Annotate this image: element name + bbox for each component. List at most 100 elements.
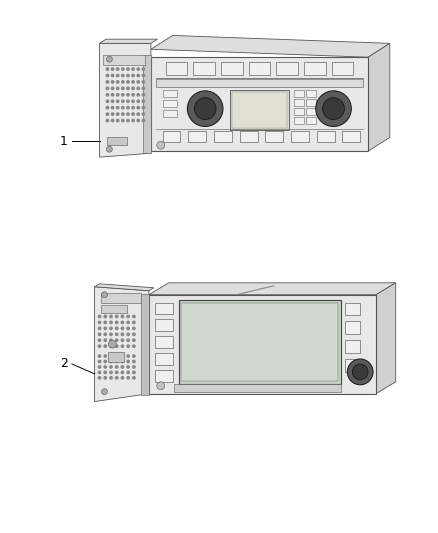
Circle shape [99, 355, 101, 357]
Circle shape [106, 81, 109, 83]
Circle shape [142, 107, 145, 109]
Circle shape [121, 333, 124, 335]
Circle shape [323, 98, 344, 119]
Circle shape [142, 87, 145, 90]
Bar [306, 90, 316, 97]
Bar [181, 303, 339, 381]
Bar [163, 132, 180, 142]
Circle shape [137, 100, 139, 102]
Bar [265, 132, 283, 142]
Circle shape [121, 371, 124, 374]
Circle shape [116, 366, 118, 368]
Text: 2: 2 [60, 358, 68, 370]
Text: 1: 1 [60, 135, 68, 148]
Circle shape [133, 366, 135, 368]
Circle shape [137, 87, 139, 90]
Circle shape [133, 339, 135, 342]
Circle shape [127, 333, 129, 335]
Circle shape [102, 389, 107, 394]
Circle shape [99, 316, 101, 318]
Circle shape [122, 74, 124, 77]
Bar [306, 117, 316, 124]
Circle shape [116, 321, 118, 324]
Circle shape [133, 377, 135, 379]
Circle shape [122, 87, 124, 90]
Bar [193, 62, 215, 75]
Circle shape [106, 113, 109, 115]
Polygon shape [99, 43, 151, 157]
Bar [346, 340, 360, 353]
Circle shape [133, 360, 135, 362]
Circle shape [187, 91, 223, 126]
Bar [101, 293, 141, 303]
Circle shape [117, 113, 119, 115]
Bar [240, 132, 258, 142]
Circle shape [110, 371, 112, 374]
Bar [221, 62, 243, 75]
Circle shape [132, 119, 134, 122]
Bar [107, 138, 127, 146]
Bar [103, 55, 145, 65]
Circle shape [104, 366, 106, 368]
Circle shape [116, 371, 118, 374]
Circle shape [106, 87, 109, 90]
Bar [294, 117, 304, 124]
Circle shape [122, 107, 124, 109]
Circle shape [127, 81, 129, 83]
Circle shape [121, 345, 124, 348]
Bar [346, 321, 360, 334]
Circle shape [111, 81, 114, 83]
Circle shape [347, 359, 373, 385]
Circle shape [104, 316, 106, 318]
Circle shape [104, 371, 106, 374]
Circle shape [104, 345, 106, 348]
Circle shape [121, 366, 124, 368]
Circle shape [132, 74, 134, 77]
Bar [143, 55, 151, 153]
Circle shape [106, 107, 109, 109]
Polygon shape [149, 283, 396, 295]
Circle shape [104, 360, 106, 362]
Bar [317, 132, 335, 142]
Circle shape [110, 377, 112, 379]
Polygon shape [376, 283, 396, 394]
Circle shape [117, 74, 119, 77]
Circle shape [142, 74, 145, 77]
Circle shape [122, 68, 124, 70]
Circle shape [117, 87, 119, 90]
Circle shape [121, 316, 124, 318]
Circle shape [110, 355, 112, 357]
Circle shape [116, 355, 118, 357]
Bar [163, 110, 177, 117]
Circle shape [127, 360, 129, 362]
Circle shape [110, 316, 112, 318]
Circle shape [132, 87, 134, 90]
Bar [156, 79, 363, 87]
Circle shape [132, 81, 134, 83]
Circle shape [157, 382, 165, 390]
Circle shape [133, 333, 135, 335]
Circle shape [116, 339, 118, 342]
Circle shape [127, 345, 129, 348]
Circle shape [111, 74, 114, 77]
Circle shape [122, 81, 124, 83]
Circle shape [110, 339, 112, 342]
Circle shape [133, 316, 135, 318]
Bar [188, 132, 206, 142]
Circle shape [111, 100, 114, 102]
Bar [166, 62, 187, 75]
Circle shape [99, 360, 101, 362]
Circle shape [104, 333, 106, 335]
Circle shape [106, 100, 109, 102]
Polygon shape [151, 35, 390, 57]
Circle shape [133, 345, 135, 348]
Circle shape [122, 113, 124, 115]
Circle shape [132, 94, 134, 96]
Bar [109, 352, 124, 362]
Circle shape [137, 74, 139, 77]
Circle shape [117, 68, 119, 70]
Circle shape [104, 339, 106, 342]
Circle shape [99, 371, 101, 374]
Circle shape [142, 81, 145, 83]
Circle shape [122, 119, 124, 122]
